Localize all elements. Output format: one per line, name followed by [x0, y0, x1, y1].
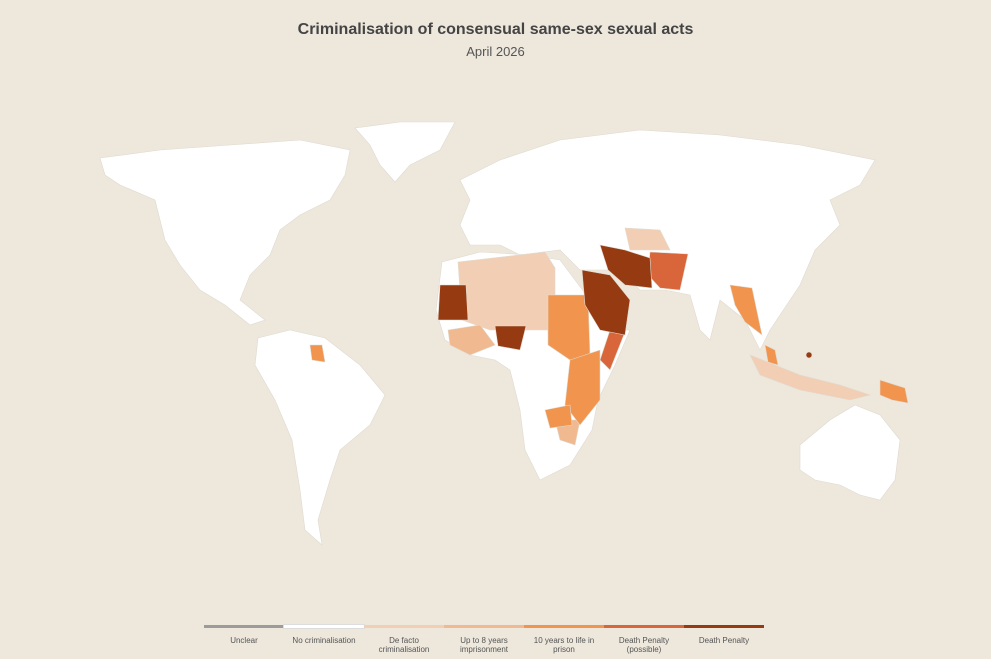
legend-item: No criminalisation: [283, 624, 365, 654]
myanmar: [729, 284, 763, 336]
legend-swatch: [604, 625, 684, 628]
north-africa: [457, 251, 556, 331]
criminalising-countries: [309, 227, 909, 446]
australia: [799, 404, 901, 501]
legend-swatch: [364, 625, 444, 628]
legend-label: Death Penalty: [698, 636, 750, 645]
south-america: [254, 329, 386, 546]
legend-swatch: [444, 625, 524, 628]
title: Criminalisation of consensual same-sex s…: [297, 21, 694, 38]
greenland: [354, 121, 456, 183]
legend-swatch: [283, 624, 365, 629]
legend-label: 10 years to life in prison: [533, 636, 595, 654]
legend-label: De facto criminalisation: [378, 636, 430, 654]
legend-swatch: [684, 625, 764, 628]
legend-swatch: [524, 625, 604, 628]
legend-item: 10 years to life in prison: [524, 625, 604, 654]
papua-new-guinea: [879, 379, 909, 404]
zambia: [544, 404, 573, 429]
legend-item: Up to 8 years imprisonment: [444, 625, 524, 654]
legend-swatch: [204, 625, 284, 628]
malaysia: [764, 344, 779, 366]
legend-item: Death Penalty: [684, 625, 764, 654]
legend-item: Death Penalty (possible): [604, 625, 684, 654]
saudi-arabia: [581, 269, 631, 336]
iran: [599, 244, 653, 289]
legend-label: No criminalisation: [292, 636, 356, 645]
east-africa: [564, 349, 601, 426]
central-asia: [624, 227, 671, 251]
legend-label: Death Penalty (possible): [618, 636, 670, 654]
world-map: [99, 121, 909, 546]
legend-label: Up to 8 years imprisonment: [459, 636, 508, 654]
north-america: [99, 139, 351, 326]
legend-item: Unclear: [204, 625, 284, 654]
legend-item: De facto criminalisation: [364, 625, 444, 654]
legend: Unclear No criminalisation De facto crimin…: [204, 624, 764, 654]
legend-label: Unclear: [230, 636, 258, 645]
west-africa: [447, 324, 496, 356]
south-east-asia: [749, 354, 872, 401]
subtitle: April 2026: [466, 44, 525, 59]
guyana: [309, 344, 326, 363]
nigeria: [494, 325, 527, 351]
mauritania: [437, 284, 469, 321]
brunei: [805, 351, 813, 359]
